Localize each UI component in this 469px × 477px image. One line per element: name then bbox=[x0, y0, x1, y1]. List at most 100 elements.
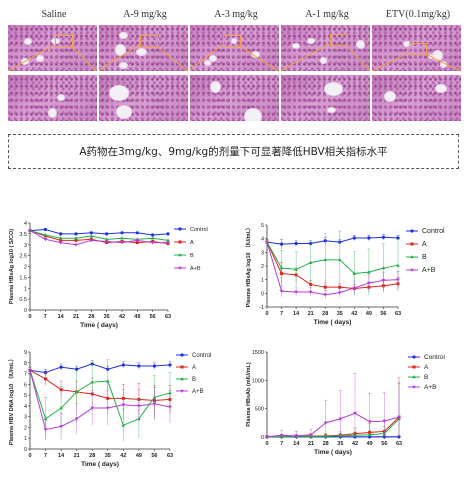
data-point bbox=[120, 236, 124, 240]
x-tick-label: 7 bbox=[280, 441, 283, 447]
data-point bbox=[105, 406, 110, 411]
legend-marker bbox=[178, 266, 182, 270]
vessel-lumen bbox=[35, 55, 45, 63]
data-point bbox=[279, 434, 284, 438]
x-tick-label: 35 bbox=[105, 453, 111, 459]
chart-hbsab: 0 500 1000 1500 0 7 14 21 28 35 42 49 56 63 Time ( day… bbox=[246, 350, 446, 456]
series-line-a bbox=[29, 369, 171, 402]
vessel-lumen bbox=[57, 94, 66, 101]
legend-label: B bbox=[424, 374, 428, 381]
x-tick-label: 49 bbox=[134, 314, 140, 320]
vessel-lumen bbox=[209, 81, 221, 93]
y-tick-label: 3 bbox=[24, 243, 27, 249]
vessel-lumen bbox=[203, 59, 211, 66]
data-point bbox=[43, 227, 47, 232]
data-point bbox=[89, 239, 94, 243]
data-point bbox=[309, 433, 313, 437]
series-line-b bbox=[29, 370, 171, 426]
y-tick-label: 1 bbox=[24, 286, 27, 292]
data-point bbox=[105, 379, 110, 383]
series-line-aplusb bbox=[266, 241, 399, 296]
data-point bbox=[337, 291, 342, 295]
data-point bbox=[352, 271, 357, 275]
data-point bbox=[74, 236, 78, 240]
legend-label: Control bbox=[422, 228, 445, 235]
data-point bbox=[135, 231, 139, 235]
x-axis-label: Time ( days) bbox=[81, 461, 119, 468]
x-tick-label: 56 bbox=[150, 314, 156, 320]
y-tick-label: 2.5 bbox=[19, 254, 27, 260]
data-point bbox=[75, 367, 79, 371]
vessel-lumen bbox=[244, 107, 263, 121]
data-point bbox=[352, 236, 356, 240]
y-tick-label: 4 bbox=[24, 221, 27, 227]
data-point bbox=[367, 270, 371, 274]
data-point bbox=[294, 267, 298, 271]
x-tick-label: 21 bbox=[73, 314, 79, 320]
data-point bbox=[294, 290, 298, 294]
vessel-lumen bbox=[115, 105, 132, 120]
data-point bbox=[367, 420, 372, 424]
data-point bbox=[58, 236, 63, 240]
x-tick-label: 28 bbox=[323, 441, 329, 447]
y-tick-label: 1500 bbox=[252, 350, 264, 356]
x-tick-label: 14 bbox=[58, 453, 65, 459]
data-point bbox=[59, 232, 63, 236]
zoom-region-box bbox=[54, 34, 73, 47]
vessel-lumen bbox=[118, 61, 128, 69]
data-point bbox=[28, 369, 32, 373]
data-point bbox=[294, 241, 298, 246]
chart-hbsag-sco: 0 0.5 1 1.5 2 2.5 3 3.5 4 0 7 14 21 28 35 42 49 56 63 Time … bbox=[9, 221, 208, 329]
data-point bbox=[121, 363, 125, 367]
data-point bbox=[382, 419, 387, 424]
y-tick-label: 500 bbox=[255, 407, 264, 413]
data-point bbox=[105, 232, 109, 236]
legend-label: A bbox=[190, 240, 194, 246]
y-tick-label: 0 bbox=[261, 291, 264, 297]
legend-label: Control bbox=[190, 227, 208, 233]
y-tick-label: 0.5 bbox=[19, 297, 27, 303]
data-point bbox=[323, 421, 328, 425]
vessel-lumen bbox=[136, 47, 148, 56]
x-tick-label: 42 bbox=[352, 441, 358, 447]
y-tick-label: 2 bbox=[24, 425, 27, 431]
data-point bbox=[381, 266, 386, 270]
data-point bbox=[396, 278, 400, 282]
data-point bbox=[367, 236, 371, 240]
data-point bbox=[353, 411, 357, 416]
data-point bbox=[152, 364, 157, 368]
data-point bbox=[104, 240, 109, 244]
data-point bbox=[74, 243, 78, 247]
histology-zoom-a-9 bbox=[99, 75, 188, 121]
data-point bbox=[137, 404, 141, 408]
legend-marker bbox=[412, 385, 416, 389]
data-point bbox=[137, 364, 141, 368]
zoom-region-box bbox=[140, 35, 159, 48]
x-tick-label: 42 bbox=[120, 453, 126, 459]
data-point bbox=[43, 428, 48, 432]
y-tick-label: -1 bbox=[259, 305, 264, 311]
histology-zoom-a-1 bbox=[281, 75, 370, 121]
x-tick-label: 63 bbox=[395, 311, 401, 317]
x-tick-label: 28 bbox=[89, 453, 95, 459]
data-point bbox=[74, 232, 78, 236]
zoom-region-box bbox=[223, 35, 242, 48]
vessel-lumen bbox=[307, 37, 316, 45]
vessel-lumen bbox=[355, 40, 365, 49]
x-tick-label: 28 bbox=[88, 314, 94, 320]
vessel-lumen bbox=[323, 81, 344, 96]
y-tick-label: 1 bbox=[261, 278, 264, 284]
data-point bbox=[265, 240, 269, 245]
series-line-b bbox=[266, 241, 399, 275]
data-point bbox=[150, 236, 155, 240]
data-point bbox=[59, 425, 63, 429]
legend-label: Control bbox=[192, 353, 211, 359]
data-point bbox=[44, 377, 48, 381]
y-tick-label: 5 bbox=[261, 223, 264, 229]
data-point bbox=[337, 257, 342, 262]
x-tick-label: 63 bbox=[396, 441, 402, 447]
zoom-guide-line bbox=[238, 45, 279, 71]
y-tick-label: 1.5 bbox=[19, 275, 27, 281]
data-point bbox=[121, 423, 126, 427]
